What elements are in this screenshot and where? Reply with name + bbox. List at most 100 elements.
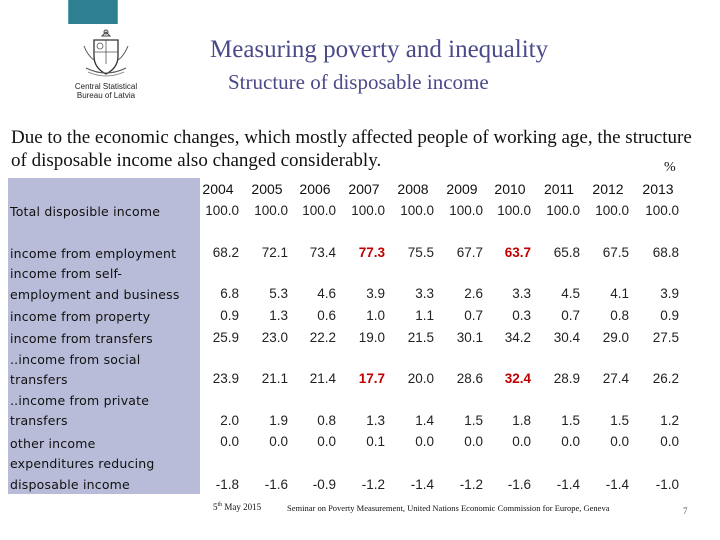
footer-date-suffix: th bbox=[217, 502, 223, 508]
cell-property-2005: 1.3 bbox=[269, 308, 288, 323]
footer-seminar: Seminar on Poverty Measurement, United N… bbox=[287, 503, 610, 513]
cell-private-2011: 1.5 bbox=[561, 413, 580, 428]
coat-of-arms-icon bbox=[83, 29, 129, 77]
cell-private-2010: 1.8 bbox=[512, 413, 531, 428]
footer-date-day: 5 bbox=[213, 502, 218, 512]
cell-property-2007: 1.0 bbox=[366, 308, 385, 323]
footer-date-rest: May 2015 bbox=[222, 502, 262, 512]
cell-total-2008: 100.0 bbox=[400, 203, 434, 218]
cell-total-2013: 100.0 bbox=[645, 203, 679, 218]
cell-social-2004: 23.9 bbox=[212, 371, 239, 386]
cell-employment-2006: 73.4 bbox=[309, 245, 336, 260]
label-expenditures-2: disposable income bbox=[10, 477, 130, 492]
cell-other-2010: 0.0 bbox=[512, 434, 531, 449]
cell-private-2004: 2.0 bbox=[220, 413, 239, 428]
logo-line-1: Central Statistical bbox=[74, 82, 138, 91]
cell-other-2012: 0.0 bbox=[610, 434, 629, 449]
logo-line-2: Bureau of Latvia bbox=[76, 91, 136, 100]
year-header-2007: 2007 bbox=[348, 181, 380, 197]
year-header-2008: 2008 bbox=[397, 181, 429, 197]
cell-total-2012: 100.0 bbox=[595, 203, 629, 218]
cell-social-2011: 28.9 bbox=[553, 371, 580, 386]
cell-expenditures-2007: -1.2 bbox=[361, 477, 385, 492]
cell-transfers-2012: 29.0 bbox=[602, 330, 629, 345]
cell-private-2005: 1.9 bbox=[269, 413, 288, 428]
header-accent-square bbox=[68, 0, 118, 24]
cell-expenditures-2005: -1.6 bbox=[264, 477, 288, 492]
cell-total-2009: 100.0 bbox=[449, 203, 483, 218]
cell-self_employment-2006: 4.6 bbox=[317, 286, 336, 301]
unit-label: % bbox=[664, 160, 676, 175]
cell-expenditures-2011: -1.4 bbox=[556, 477, 580, 492]
cell-property-2012: 0.8 bbox=[610, 308, 629, 323]
cell-employment-2007: 77.3 bbox=[358, 245, 385, 260]
cell-total-2011: 100.0 bbox=[546, 203, 580, 218]
cell-property-2011: 0.7 bbox=[561, 308, 580, 323]
cell-private-2013: 1.2 bbox=[660, 413, 679, 428]
year-header-2005: 2005 bbox=[251, 181, 283, 197]
cell-total-2006: 100.0 bbox=[302, 203, 336, 218]
cell-expenditures-2010: -1.6 bbox=[507, 477, 531, 492]
cell-private-2009: 1.5 bbox=[464, 413, 483, 428]
cell-self_employment-2011: 4.5 bbox=[561, 286, 580, 301]
cell-employment-2010: 63.7 bbox=[504, 245, 531, 260]
page-title: Measuring poverty and inequality bbox=[210, 36, 549, 63]
cell-expenditures-2009: -1.2 bbox=[459, 477, 483, 492]
cell-social-2006: 21.4 bbox=[309, 371, 336, 386]
cell-other-2006: 0.0 bbox=[317, 434, 336, 449]
year-header-2013: 2013 bbox=[642, 181, 674, 197]
cell-employment-2009: 67.7 bbox=[456, 245, 483, 260]
label-expenditures-1: expenditures reducing bbox=[10, 456, 155, 471]
cell-self_employment-2013: 3.9 bbox=[660, 286, 679, 301]
label-other: other income bbox=[10, 436, 96, 451]
label-private-1: ..income from private bbox=[10, 393, 150, 408]
cell-social-2013: 26.2 bbox=[652, 371, 679, 386]
label-property: income from property bbox=[10, 309, 151, 324]
year-header-2009: 2009 bbox=[446, 181, 478, 197]
label-employment: income from employment bbox=[10, 246, 177, 261]
label-transfers: income from transfers bbox=[10, 331, 153, 346]
cell-employment-2013: 68.8 bbox=[652, 245, 679, 260]
cell-total-2007: 100.0 bbox=[351, 203, 385, 218]
cell-total-2004: 100.0 bbox=[205, 203, 239, 218]
cell-transfers-2005: 23.0 bbox=[261, 330, 288, 345]
year-header-2010: 2010 bbox=[494, 181, 526, 197]
cell-transfers-2008: 21.5 bbox=[407, 330, 434, 345]
cell-transfers-2004: 25.9 bbox=[212, 330, 239, 345]
intro-text: Due to the economic changes, which mostl… bbox=[11, 127, 692, 171]
cell-expenditures-2006: -0.9 bbox=[312, 477, 336, 492]
cell-other-2013: 0.0 bbox=[660, 434, 679, 449]
footer-date: 5th May 2015 bbox=[213, 502, 261, 512]
cell-self_employment-2004: 6.8 bbox=[220, 286, 239, 301]
year-header-2011: 2011 bbox=[543, 181, 575, 197]
cell-social-2010: 32.4 bbox=[504, 371, 531, 386]
row-label-panel bbox=[8, 178, 200, 494]
cell-self_employment-2012: 4.1 bbox=[610, 286, 629, 301]
cell-expenditures-2012: -1.4 bbox=[605, 477, 629, 492]
cell-employment-2008: 75.5 bbox=[407, 245, 434, 260]
cell-social-2007: 17.7 bbox=[358, 371, 385, 386]
cell-employment-2004: 68.2 bbox=[212, 245, 239, 260]
cell-transfers-2009: 30.1 bbox=[456, 330, 483, 345]
page-number: 7 bbox=[683, 506, 688, 516]
cell-total-2005: 100.0 bbox=[254, 203, 288, 218]
cell-social-2012: 27.4 bbox=[602, 371, 629, 386]
cell-property-2009: 0.7 bbox=[464, 308, 483, 323]
label-self-employment-1: income from self- bbox=[10, 266, 123, 281]
cell-employment-2005: 72.1 bbox=[261, 245, 288, 260]
page-subtitle: Structure of disposable income bbox=[228, 70, 489, 94]
cell-transfers-2006: 22.2 bbox=[309, 330, 336, 345]
cell-private-2008: 1.4 bbox=[415, 413, 434, 428]
cell-expenditures-2013: -1.0 bbox=[655, 477, 679, 492]
year-header-2012: 2012 bbox=[592, 181, 624, 197]
label-social-2: transfers bbox=[10, 372, 68, 387]
cell-expenditures-2004: -1.8 bbox=[215, 477, 239, 492]
cell-private-2006: 0.8 bbox=[317, 413, 336, 428]
cell-private-2012: 1.5 bbox=[610, 413, 629, 428]
label-social-1: ..income from social bbox=[10, 352, 141, 367]
cell-other-2009: 0.0 bbox=[464, 434, 483, 449]
cell-self_employment-2007: 3.9 bbox=[366, 286, 385, 301]
cell-other-2004: 0.0 bbox=[220, 434, 239, 449]
label-self-employment-2: employment and business bbox=[10, 287, 180, 302]
cell-other-2011: 0.0 bbox=[561, 434, 580, 449]
